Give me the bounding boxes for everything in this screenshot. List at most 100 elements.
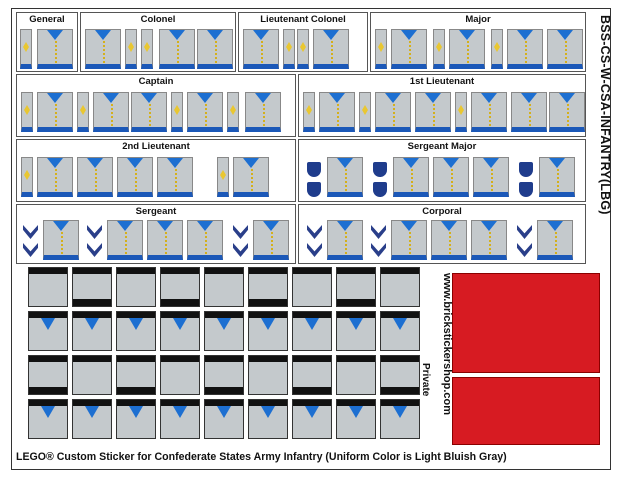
private-tile xyxy=(28,267,68,307)
sheet-title: BSS-CS-W-CSA-INFANTRY(LBG) xyxy=(598,15,612,215)
panel-label-1st-lieutenant: 1st Lieutenant xyxy=(409,76,475,87)
private-tile xyxy=(72,311,112,351)
chevron-icon xyxy=(307,225,322,239)
shield-icon xyxy=(373,162,387,177)
panel-label-captain: Captain xyxy=(138,76,174,87)
arm-sticker xyxy=(303,92,315,132)
torso-sticker xyxy=(43,220,79,260)
arm-sticker xyxy=(125,29,137,69)
private-tile xyxy=(116,399,156,439)
chevron-icon xyxy=(87,225,102,239)
chevron-icon xyxy=(371,243,386,257)
private-tile xyxy=(160,311,200,351)
torso-sticker xyxy=(539,157,575,197)
private-tile xyxy=(248,399,288,439)
arm-sticker xyxy=(433,29,445,69)
torso-sticker xyxy=(37,157,73,197)
red-blank-sticker-top xyxy=(452,273,600,373)
chevron-icon xyxy=(517,225,532,239)
shield-icon xyxy=(307,162,321,177)
panel-captain: Captain xyxy=(16,74,296,137)
torso-sticker xyxy=(197,29,233,69)
panel-major: Major xyxy=(370,12,586,72)
torso-sticker xyxy=(537,220,573,260)
private-tile xyxy=(116,355,156,395)
panel-1st-lieutenant: 1st Lieutenant xyxy=(298,74,586,137)
private-tile xyxy=(336,311,376,351)
panel-label-2nd-lieutenant: 2nd Lieutenant xyxy=(122,141,190,152)
arm-sticker xyxy=(141,29,153,69)
torso-sticker xyxy=(547,29,583,69)
arm-sticker xyxy=(77,92,89,132)
private-tile xyxy=(336,355,376,395)
private-tile xyxy=(248,311,288,351)
private-tile xyxy=(160,267,200,307)
torso-sticker xyxy=(511,92,547,132)
arm-sticker xyxy=(20,29,32,69)
torso-sticker xyxy=(245,92,281,132)
arm-sticker xyxy=(455,92,467,132)
panel-label-colonel: Colonel xyxy=(140,14,176,25)
private-tile xyxy=(28,311,68,351)
shield-icon xyxy=(373,182,387,197)
private-tile xyxy=(380,355,420,395)
arm-sticker xyxy=(491,29,503,69)
private-tile xyxy=(292,267,332,307)
chevron-icon xyxy=(23,225,38,239)
private-tile xyxy=(72,355,112,395)
private-tile xyxy=(292,311,332,351)
torso-sticker xyxy=(253,220,289,260)
chevron-icon xyxy=(23,243,38,257)
torso-sticker xyxy=(393,157,429,197)
panel-colonel: Colonel xyxy=(80,12,236,72)
panel-label-major: Major xyxy=(465,14,491,25)
sheet-caption: LEGO® Custom Sticker for Confederate Sta… xyxy=(16,451,507,463)
torso-sticker xyxy=(77,157,113,197)
panel-sergeant: Sergeant xyxy=(16,204,296,264)
private-tile xyxy=(28,399,68,439)
shield-icon xyxy=(307,182,321,197)
private-tile xyxy=(160,399,200,439)
private-label: Private xyxy=(420,363,431,397)
torso-sticker xyxy=(233,157,269,197)
chevron-icon xyxy=(371,225,386,239)
torso-sticker xyxy=(117,157,153,197)
private-tile xyxy=(336,267,376,307)
torso-sticker xyxy=(327,220,363,260)
torso-sticker xyxy=(449,29,485,69)
shield-icon xyxy=(519,182,533,197)
torso-sticker xyxy=(471,220,507,260)
panel-label-lieutenant-colonel: Lieutenant Colonel xyxy=(260,14,346,25)
chevron-icon xyxy=(517,243,532,257)
website-url: www.brickstickershop.com xyxy=(441,273,453,416)
panel-2nd-lieutenant: 2nd Lieutenant xyxy=(16,139,296,202)
torso-sticker xyxy=(319,92,355,132)
chevron-icon xyxy=(233,225,248,239)
torso-sticker xyxy=(187,220,223,260)
torso-sticker xyxy=(37,92,73,132)
chevron-icon xyxy=(307,243,322,257)
private-tile xyxy=(204,311,244,351)
torso-sticker xyxy=(327,157,363,197)
torso-sticker xyxy=(313,29,349,69)
private-tile xyxy=(336,399,376,439)
torso-sticker xyxy=(107,220,143,260)
torso-sticker xyxy=(147,220,183,260)
private-tile xyxy=(116,267,156,307)
private-tile xyxy=(380,399,420,439)
panel-label-sergeant-major: Sergeant Major xyxy=(407,141,477,152)
arm-sticker xyxy=(375,29,387,69)
panel-general: General xyxy=(16,12,78,72)
torso-sticker xyxy=(85,29,121,69)
panel-label-corporal: Corporal xyxy=(422,206,462,217)
red-blank-sticker-bottom xyxy=(452,377,600,445)
torso-sticker xyxy=(37,29,73,69)
private-tile xyxy=(204,355,244,395)
private-tile xyxy=(28,355,68,395)
arm-sticker xyxy=(21,157,33,197)
chevron-icon xyxy=(87,243,102,257)
torso-sticker xyxy=(507,29,543,69)
torso-sticker xyxy=(391,29,427,69)
torso-sticker xyxy=(431,220,467,260)
torso-sticker xyxy=(433,157,469,197)
